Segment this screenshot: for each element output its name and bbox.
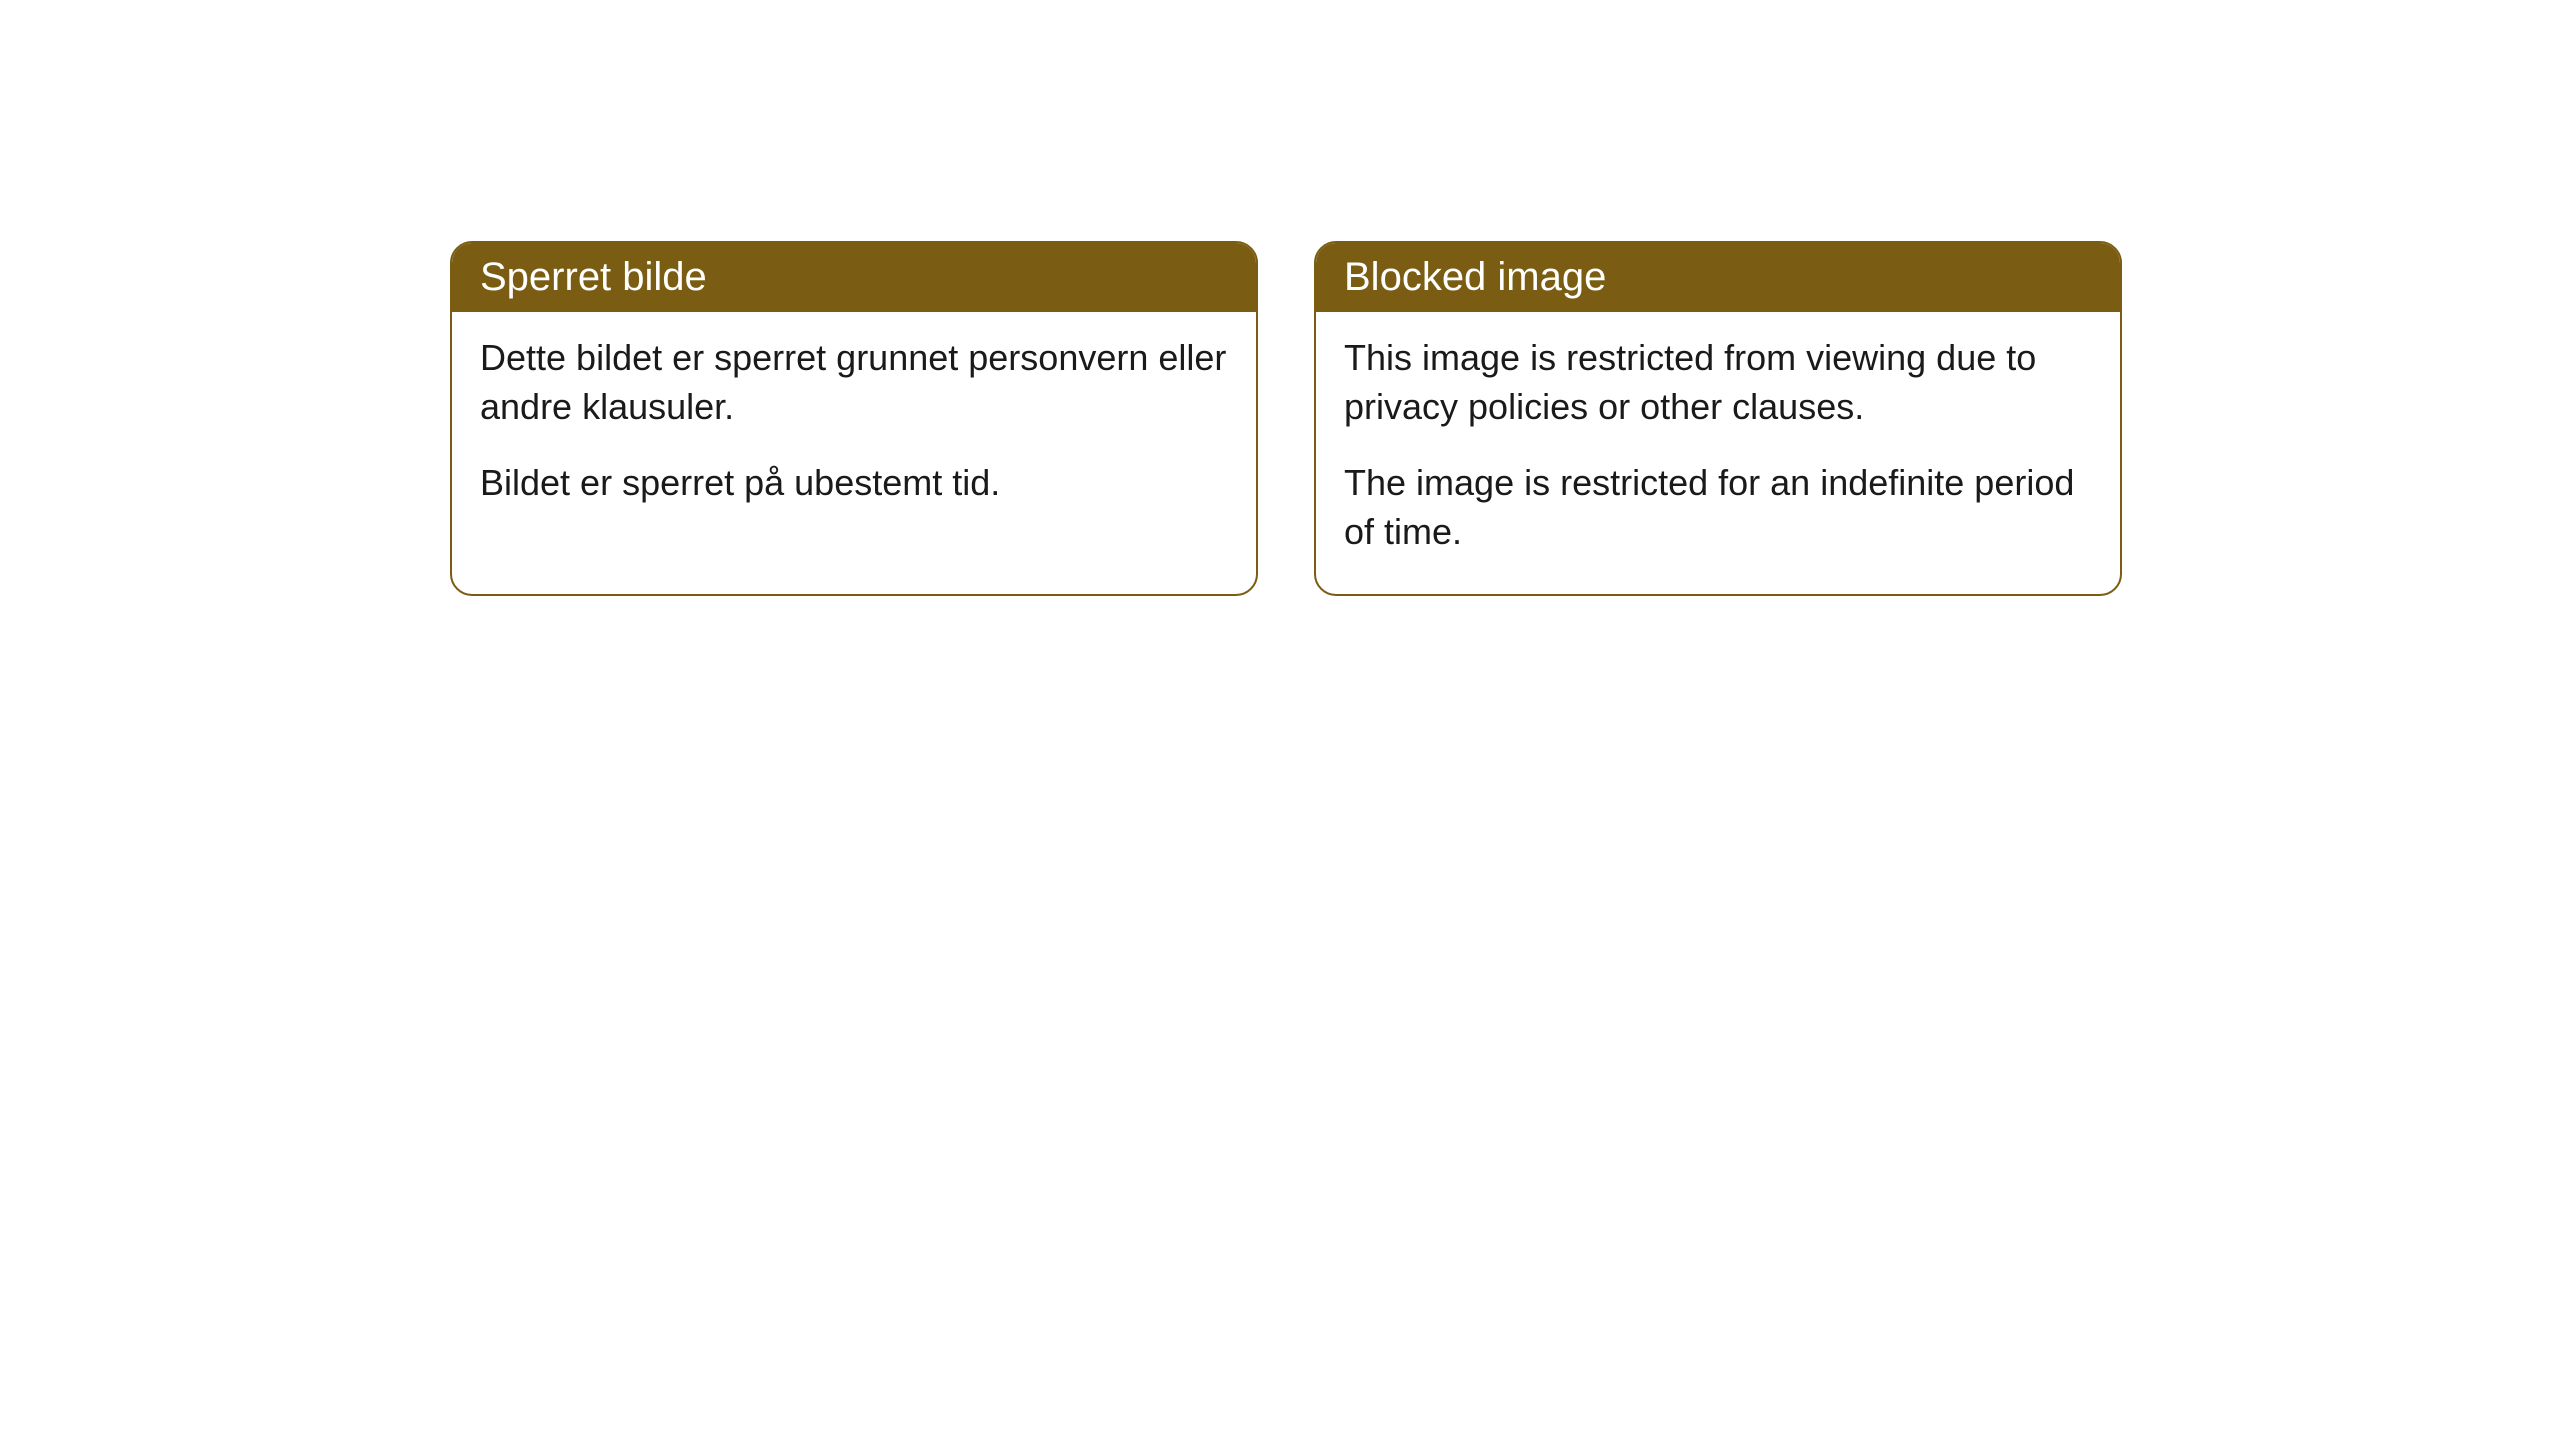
card-title: Sperret bilde	[480, 255, 707, 299]
card-paragraph: Bildet er sperret på ubestemt tid.	[480, 459, 1228, 508]
card-english: Blocked image This image is restricted f…	[1314, 241, 2122, 596]
notice-cards-container: Sperret bilde Dette bildet er sperret gr…	[450, 241, 2122, 596]
card-title: Blocked image	[1344, 255, 1606, 299]
card-paragraph: This image is restricted from viewing du…	[1344, 334, 2092, 431]
card-body-english: This image is restricted from viewing du…	[1316, 312, 2120, 594]
card-paragraph: The image is restricted for an indefinit…	[1344, 459, 2092, 556]
card-header-norwegian: Sperret bilde	[452, 243, 1256, 312]
card-norwegian: Sperret bilde Dette bildet er sperret gr…	[450, 241, 1258, 596]
card-body-norwegian: Dette bildet er sperret grunnet personve…	[452, 312, 1256, 546]
card-header-english: Blocked image	[1316, 243, 2120, 312]
card-paragraph: Dette bildet er sperret grunnet personve…	[480, 334, 1228, 431]
